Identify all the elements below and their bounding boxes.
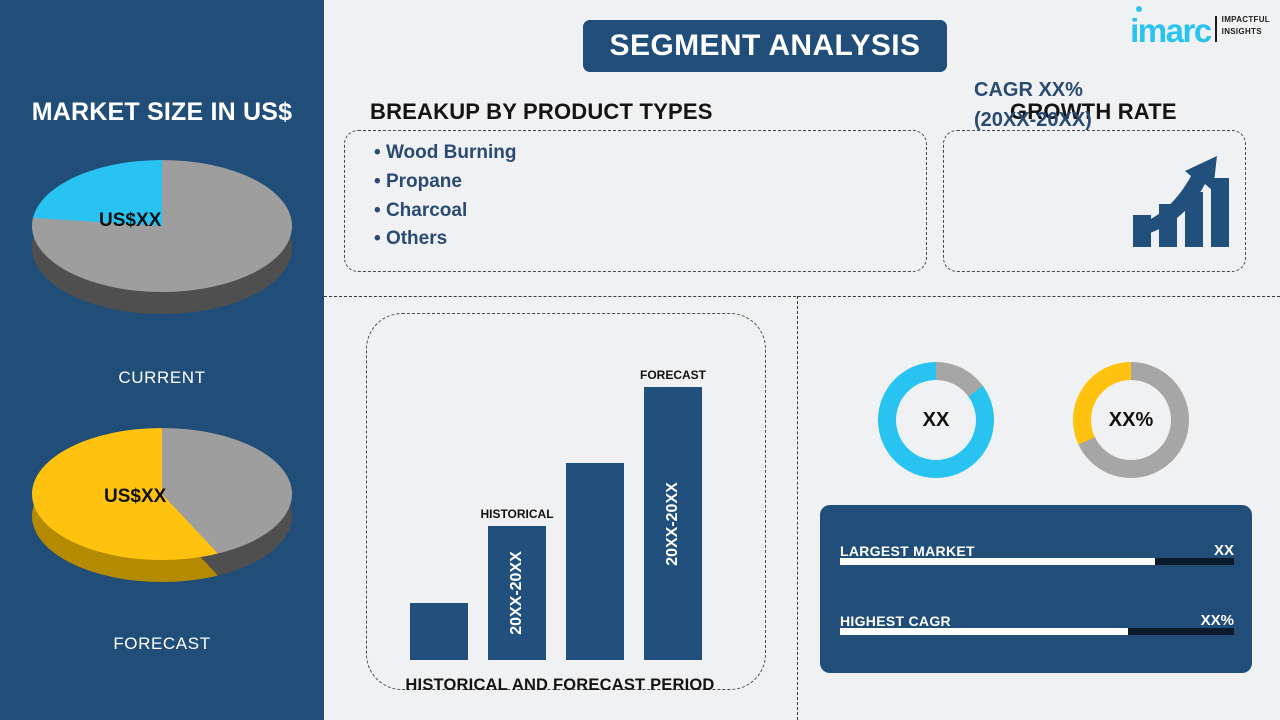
cagr-line-1: CAGR XX% (974, 79, 1083, 101)
cagr-line-2: (20XX-20XX) (974, 109, 1092, 131)
growth-section-title: GROWTH RATE (1010, 99, 1177, 124)
kpi-progress-fill (840, 628, 1128, 635)
imarc-logo: imarc IMPACTFUL INSIGHTS (1130, 6, 1270, 49)
list-item: Propane (374, 168, 516, 197)
forecast-pie-value: US$XX (104, 486, 167, 507)
vertical-divider (797, 296, 798, 720)
list-item: Others (374, 225, 516, 254)
page-title: SEGMENT ANALYSIS (583, 20, 947, 72)
kpi-label: HIGHEST CAGR (840, 613, 951, 629)
current-pie-block: US$XX CURRENT (0, 160, 324, 388)
kpi-progress-track (840, 628, 1234, 635)
forecast-pie-top-face (32, 428, 292, 560)
growth-arrow-bars-icon (1133, 156, 1229, 247)
forecast-pie-block: US$XX FORECAST (0, 428, 324, 654)
growth-box (943, 130, 1246, 272)
breakup-box (344, 130, 927, 272)
imarc-logo-tagline: IMPACTFUL INSIGHTS (1222, 14, 1270, 37)
kpi-row-largest-market: LARGEST MARKET XX (840, 527, 1234, 565)
current-pie-label: CURRENT (118, 368, 206, 387)
imarc-logo-dot (1136, 6, 1143, 12)
kpi-row-highest-cagr: HIGHEST CAGR XX% (840, 597, 1234, 635)
bar-2 (566, 463, 624, 660)
largest-market-donut: XX (878, 362, 994, 478)
donut-value: XX (896, 380, 976, 460)
forecast-pie-label: FORECAST (113, 634, 211, 653)
chart-axis-label: HISTORICAL AND FORECAST PERIOD (405, 676, 715, 694)
current-pie-top-face (32, 160, 292, 292)
bar-annotation-1: HISTORICAL (480, 507, 554, 521)
highest-cagr-donut: XX% (1073, 362, 1189, 478)
breakup-section-title: BREAKUP BY PRODUCT TYPES (370, 99, 713, 124)
market-size-sidebar: MARKET SIZE IN US$ US$XX CURRENT US$XX F… (0, 0, 324, 720)
kpi-label: LARGEST MARKET (840, 543, 975, 559)
kpi-value: XX% (1200, 612, 1234, 629)
kpi-progress-track (840, 558, 1234, 565)
bar-1: 20XX-20XX (488, 526, 546, 660)
imarc-logo-wordmark: imarc (1130, 6, 1212, 49)
breakup-list: Wood Burning Propane Charcoal Others (374, 139, 517, 254)
bar-0 (410, 603, 468, 660)
logo-divider (1214, 16, 1217, 42)
logo-tagline-line2: INSIGHTS (1221, 26, 1262, 36)
list-item: Wood Burning (374, 139, 517, 168)
kpi-value: XX (1213, 542, 1234, 559)
bar-3: 20XX-20XX (644, 387, 702, 660)
bar-annotation-3: FORECAST (640, 368, 706, 382)
list-item: Charcoal (374, 197, 516, 226)
current-pie-value: US$XX (99, 210, 162, 231)
kpi-panel: LARGEST MARKET XX HIGHEST CAGR XX% (820, 505, 1252, 673)
historical-forecast-chart: 20XX-20XX HISTORICAL 20XX-20XX FORECAST (366, 313, 766, 690)
forecast-pie-chart: US$XX (32, 428, 292, 588)
kpi-progress-fill (840, 558, 1156, 565)
logo-tagline-line1: IMPACTFUL (1221, 15, 1270, 24)
cagr-text: CAGR XX% (20XX-20XX) (974, 75, 1092, 135)
sidebar-title: MARKET SIZE IN US$ (31, 98, 293, 126)
bar-inner-label: 20XX-20XX (664, 481, 682, 566)
current-pie-chart: US$XX (32, 160, 292, 320)
bar-inner-label: 20XX-20XX (508, 551, 526, 635)
horizontal-divider (324, 296, 1280, 297)
donut-value: XX% (1091, 380, 1171, 460)
imarc-logo-text: imarc (1130, 12, 1212, 49)
